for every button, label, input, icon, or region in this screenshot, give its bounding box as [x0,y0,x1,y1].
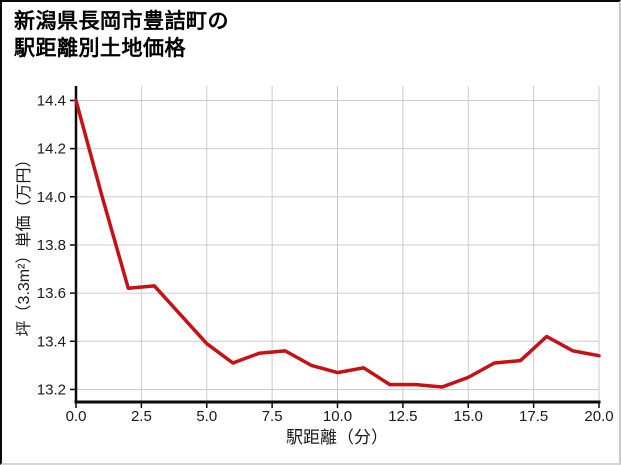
x-tick-labels: 0.0 2.5 5.0 7.5 10.0 12.5 15.0 17.5 20.0 [66,408,614,425]
chart-title-line1: 新潟県長岡市豊詰町の [14,10,229,33]
x-tick-label: 15.0 [454,408,483,425]
x-tick-label: 17.5 [519,408,548,425]
x-tick-label: 20.0 [584,408,613,425]
x-tick-label: 10.0 [323,408,352,425]
y-tick-label: 13.6 [37,285,66,302]
chart-title: 新潟県長岡市豊詰町の 駅距離別土地価格 [14,8,229,62]
y-tick-label: 14.4 [37,92,66,109]
x-axis-label: 駅距離（分） [286,428,388,447]
y-tick-label: 13.2 [37,381,66,398]
y-tick-labels: 13.2 13.4 13.6 13.8 14.0 14.2 14.4 [37,92,66,398]
tick-marks [70,99,600,408]
x-tick-label: 0.0 [66,408,87,425]
y-tick-label: 13.8 [37,237,66,254]
x-tick-label: 7.5 [262,408,283,425]
y-tick-label: 13.4 [37,333,66,350]
y-tick-label: 14.0 [37,189,66,206]
x-tick-label: 2.5 [131,408,152,425]
chart-title-line2: 駅距離別土地価格 [14,37,186,60]
gridlines [75,86,600,402]
x-tick-label: 5.0 [196,408,217,425]
price-line-series [74,98,601,389]
y-axis-label: 坪（3.3m²）単価（万円） [15,152,33,337]
x-tick-label: 12.5 [388,408,417,425]
y-tick-label: 14.2 [37,141,66,158]
